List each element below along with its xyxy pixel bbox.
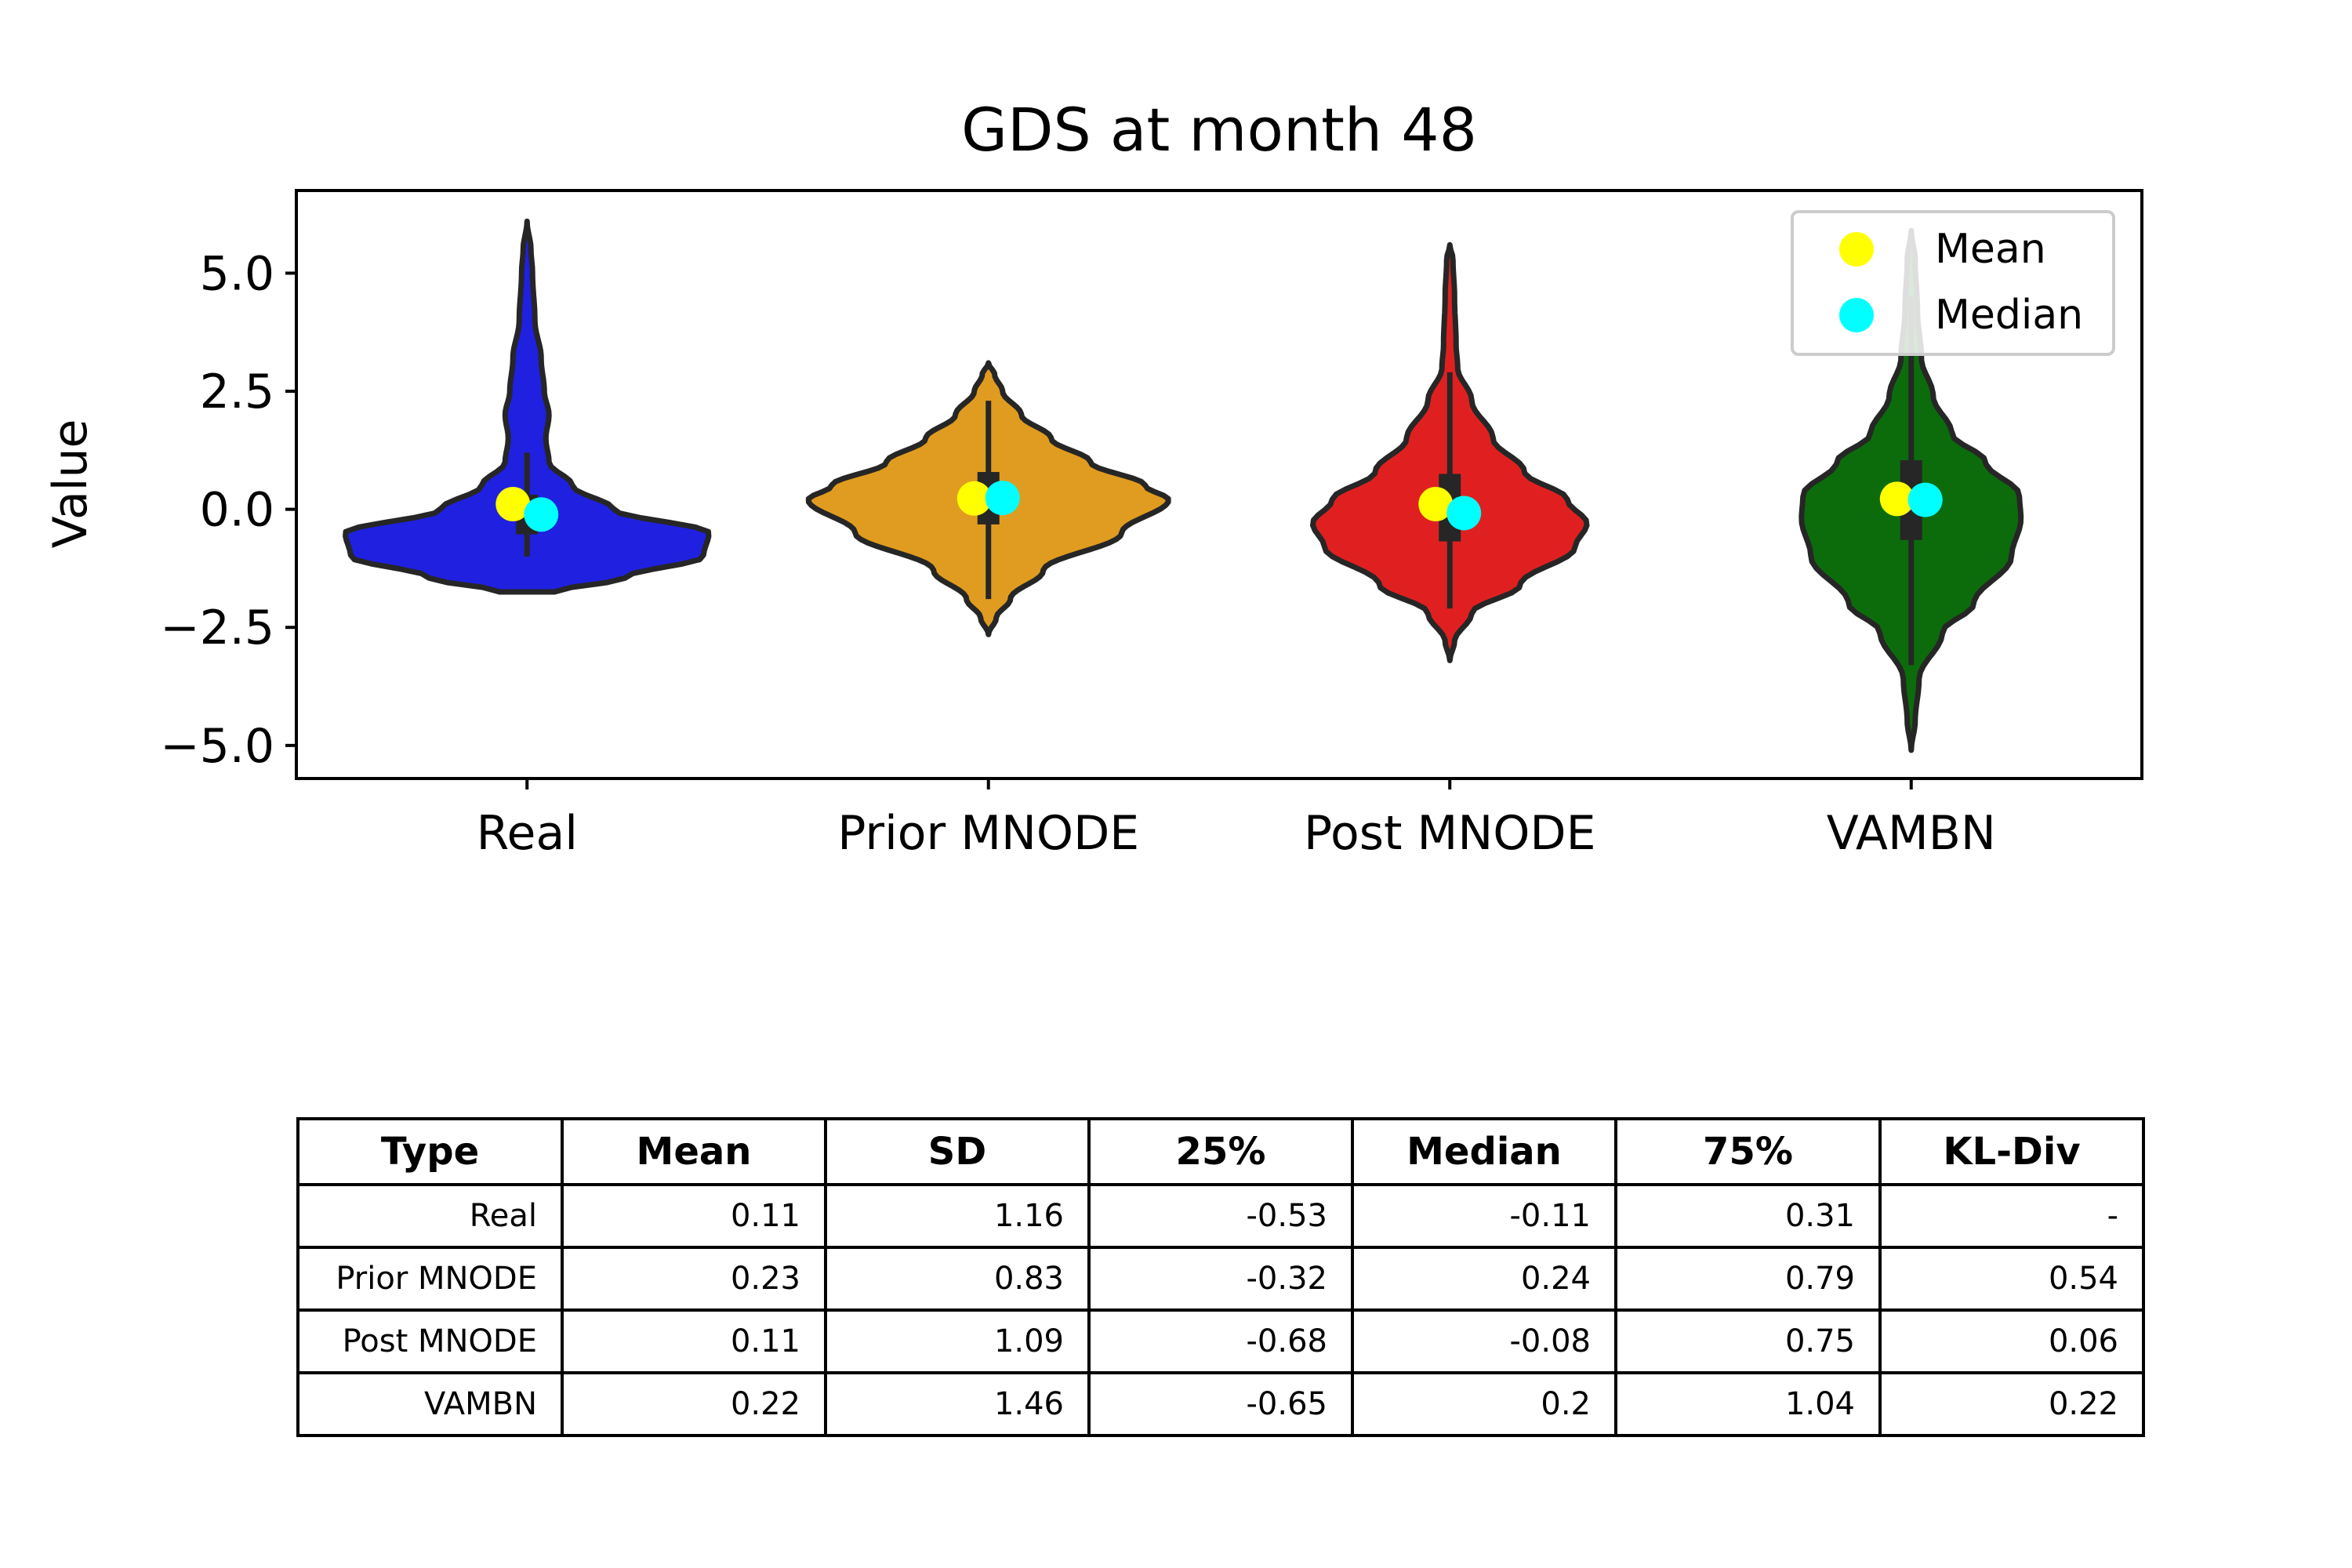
table-cell: -0.08	[1351, 1308, 1617, 1374]
legend: Mean Median	[1791, 210, 2115, 356]
median-marker	[1907, 482, 1943, 517]
table-cell: Real	[296, 1183, 564, 1249]
table-cell: Prior MNODE	[296, 1246, 564, 1312]
table-header: KL-Div	[1878, 1117, 2145, 1186]
median-marker	[985, 481, 1020, 516]
violin-1	[343, 218, 712, 595]
table-cell: 0.06	[1878, 1308, 2145, 1374]
legend-label: Mean	[1935, 226, 2046, 273]
table-row: VAMBN 0.22 1.46 -0.65 0.2 1.04 0.22	[296, 1371, 2145, 1437]
table-cell: 1.46	[824, 1371, 1091, 1437]
table-cell: 0.23	[561, 1246, 827, 1312]
table-cell: 0.54	[1878, 1246, 2145, 1312]
y-tick-label: 0.0	[200, 483, 274, 538]
y-tick-label: 2.5	[200, 365, 274, 419]
stats-table: Type Mean SD 25% Median 75% KL-Div Real …	[296, 1117, 2145, 1437]
table-cell: -0.32	[1087, 1246, 1354, 1312]
table-cell: 0.22	[1878, 1371, 2145, 1437]
table-cell: 0.75	[1614, 1308, 1882, 1374]
table-cell: 0.22	[561, 1371, 827, 1437]
table-row: Post MNODE 0.11 1.09 -0.68 -0.08 0.75 0.…	[296, 1308, 2145, 1374]
plot-frame	[295, 189, 2143, 780]
table-cell: 0.11	[561, 1308, 827, 1374]
table-cell: 0.79	[1614, 1246, 1882, 1312]
y-axis-label: Value	[43, 419, 98, 549]
table-header: SD	[824, 1117, 1091, 1186]
x-tick-label: VAMBN	[1827, 806, 1996, 861]
y-tick-label: −5.0	[160, 719, 274, 774]
x-tick-label: Real	[477, 806, 578, 861]
table-cell: -0.11	[1351, 1183, 1617, 1249]
table-cell: 0.31	[1614, 1183, 1882, 1249]
table-row: Real 0.11 1.16 -0.53 -0.11 0.31 -	[296, 1183, 2145, 1249]
table-cell: Post MNODE	[296, 1308, 564, 1374]
table-cell: 0.11	[561, 1183, 827, 1249]
median-marker	[524, 497, 559, 532]
table-header: Median	[1351, 1117, 1617, 1186]
legend-marker	[1839, 232, 1874, 267]
median-marker	[1446, 495, 1482, 531]
table-header: 25%	[1087, 1117, 1354, 1186]
table-header: Mean	[561, 1117, 827, 1186]
table-header: 75%	[1614, 1117, 1882, 1186]
table-cell: 1.04	[1614, 1371, 1882, 1437]
legend-label: Median	[1935, 292, 2083, 339]
table-header: Type	[296, 1117, 564, 1186]
x-tick-label: Prior MNODE	[837, 806, 1139, 861]
table-cell: -0.65	[1087, 1371, 1354, 1437]
y-tick-label: 5.0	[200, 246, 274, 301]
table-cell: 0.24	[1351, 1246, 1617, 1312]
table-cell: VAMBN	[296, 1371, 564, 1437]
table-cell: -	[1878, 1183, 2145, 1249]
table-cell: -0.53	[1087, 1183, 1354, 1249]
table-header-row: Type Mean SD 25% Median 75% KL-Div	[296, 1117, 2145, 1186]
mean-marker	[956, 481, 992, 516]
legend-marker	[1839, 298, 1874, 332]
x-tick-label: Post MNODE	[1304, 806, 1596, 861]
mean-marker	[1879, 481, 1915, 517]
table-row: Prior MNODE 0.23 0.83 -0.32 0.24 0.79 0.…	[296, 1246, 2145, 1312]
table-cell: 0.2	[1351, 1371, 1617, 1437]
mean-marker	[495, 487, 531, 521]
chart-title: GDS at month 48	[961, 95, 1477, 165]
table-cell: 1.09	[824, 1308, 1091, 1374]
table-cell: 1.16	[824, 1183, 1091, 1249]
y-tick-label: −2.5	[160, 601, 274, 655]
mean-marker	[1418, 487, 1454, 521]
table-cell: 0.83	[824, 1246, 1091, 1312]
table-cell: -0.68	[1087, 1308, 1354, 1374]
